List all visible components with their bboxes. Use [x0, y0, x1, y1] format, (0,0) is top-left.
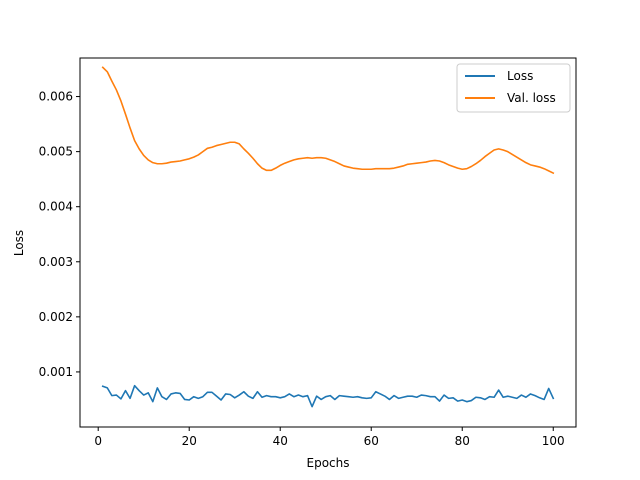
x-axis-label: Epochs	[307, 456, 350, 470]
x-axis: 0 20 40 60 80 100	[94, 427, 565, 448]
series-line-loss	[101, 384, 555, 408]
y-tick-label: 0.006	[39, 90, 73, 104]
y-tick-label: 0.003	[39, 255, 73, 269]
x-tick-label: 0	[94, 434, 102, 448]
y-tick-label: 0.002	[39, 310, 73, 324]
y-tick-label: 0.004	[39, 200, 73, 214]
y-axis-label: Loss	[12, 230, 26, 256]
x-tick-label: 20	[182, 434, 197, 448]
x-tick-label: 80	[455, 434, 470, 448]
x-tick-label: 60	[364, 434, 379, 448]
series-layer	[101, 66, 555, 408]
legend-label-loss: Loss	[507, 69, 533, 83]
y-tick-label: 0.005	[39, 145, 73, 159]
y-axis: 0.001 0.002 0.003 0.004 0.005 0.006	[39, 90, 80, 379]
axes-frame	[79, 57, 577, 428]
y-tick-label: 0.001	[39, 365, 73, 379]
series-line-val-loss	[101, 66, 555, 175]
x-tick-label: 40	[273, 434, 288, 448]
legend-label-val-loss: Val. loss	[507, 91, 556, 105]
x-tick-label: 100	[542, 434, 565, 448]
legend: Loss Val. loss	[456, 63, 571, 113]
